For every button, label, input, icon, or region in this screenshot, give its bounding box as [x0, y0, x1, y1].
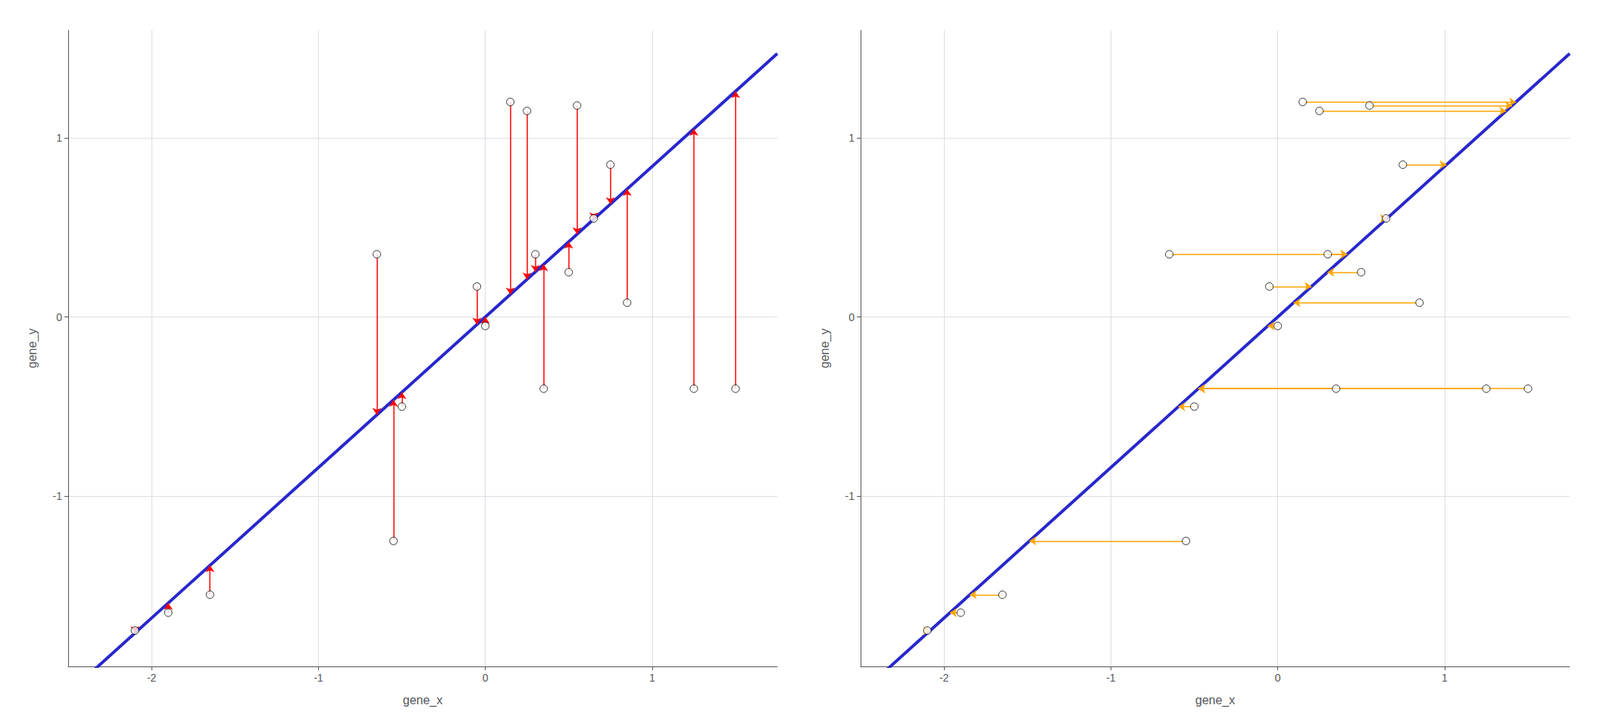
svg-text:1: 1: [1441, 671, 1448, 685]
svg-text:-2: -2: [939, 671, 950, 685]
svg-text:-2: -2: [146, 671, 157, 685]
svg-text:gene_x: gene_x: [1195, 693, 1236, 708]
svg-text:1: 1: [649, 671, 656, 685]
svg-text:0: 0: [56, 311, 63, 324]
svg-text:0: 0: [1275, 671, 1282, 685]
svg-text:-1: -1: [845, 490, 856, 503]
svg-text:-1: -1: [53, 490, 63, 503]
svg-text:gene_y: gene_y: [25, 328, 40, 369]
svg-text:1: 1: [848, 131, 855, 144]
svg-text:0: 0: [482, 671, 489, 685]
svg-text:gene_y: gene_y: [818, 328, 832, 369]
svg-text:-1: -1: [1106, 671, 1116, 685]
svg-text:1: 1: [56, 131, 63, 144]
svg-text:0: 0: [848, 311, 855, 324]
svg-text:-1: -1: [313, 671, 324, 685]
svg-text:gene_x: gene_x: [403, 693, 444, 708]
